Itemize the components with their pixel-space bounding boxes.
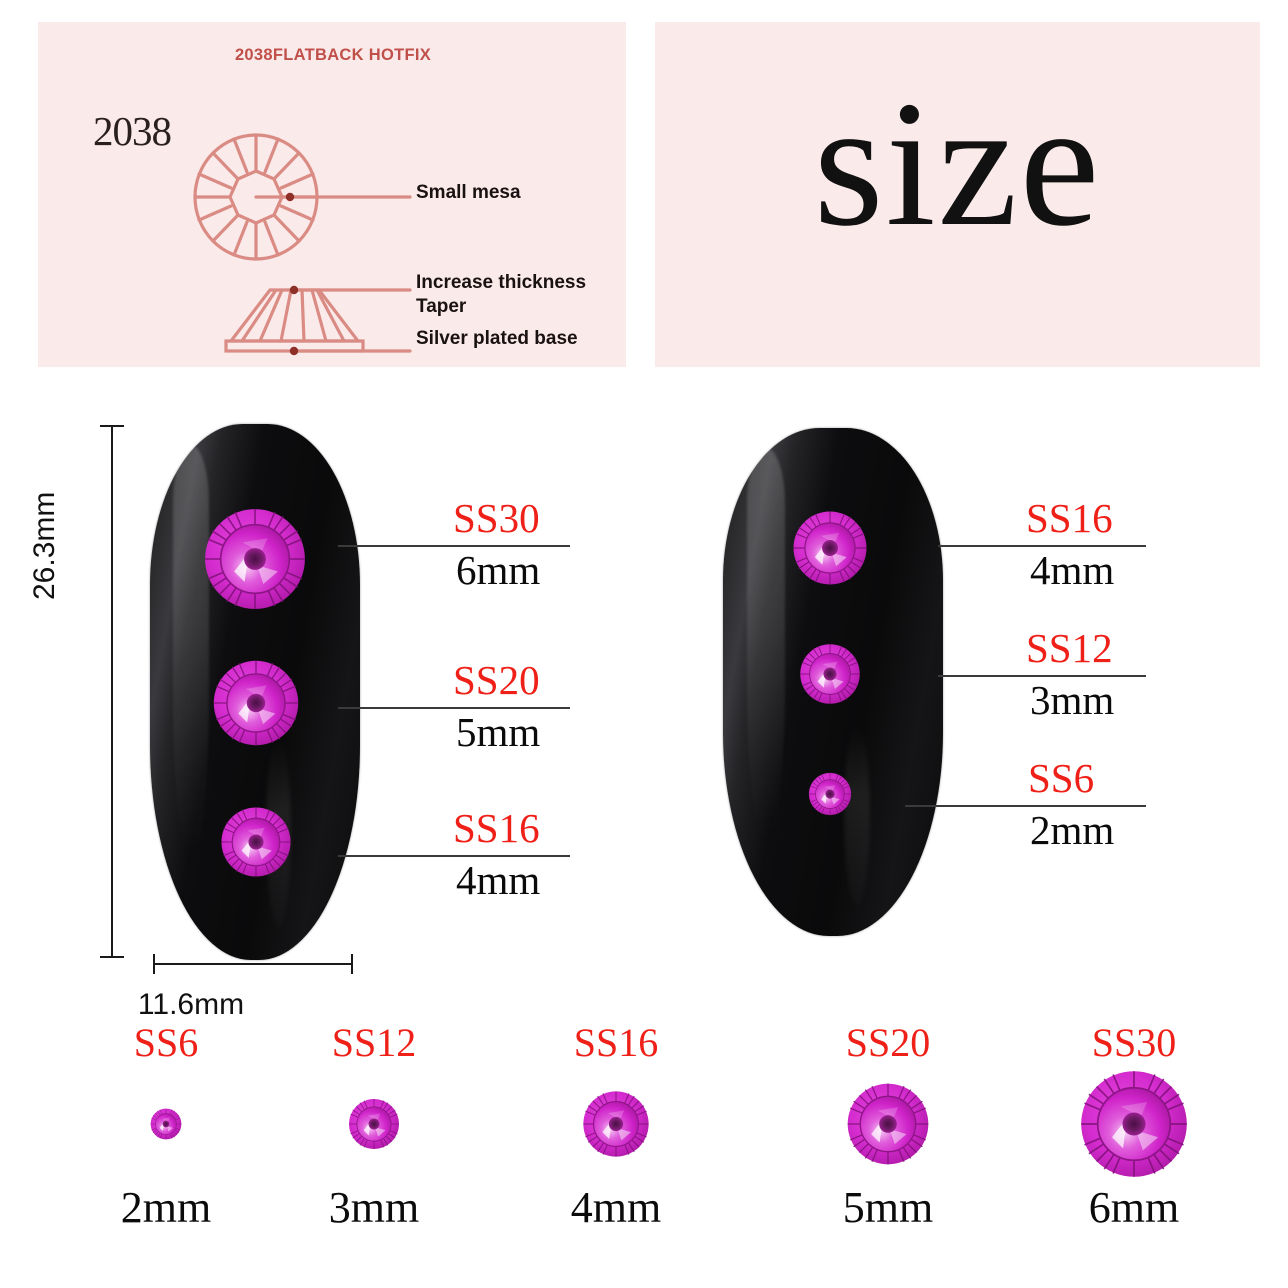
leader-line [938, 675, 1146, 677]
leader-ss-label: SS16 [1026, 495, 1113, 541]
leader-mm-label: 5mm [456, 709, 541, 755]
callout-small-mesa: Small mesa [416, 182, 521, 203]
gem-ss12 [348, 1098, 400, 1150]
leader-ss12-right: SS12 3mm [938, 628, 1148, 724]
leader-mm-label: 4mm [456, 857, 541, 903]
leader-mm-label: 2mm [1030, 807, 1115, 853]
leader-ss-label: SS6 [1028, 755, 1095, 801]
leader-line [338, 855, 570, 857]
width-dimension-cap-right [351, 954, 353, 974]
gem-ss6-on-nail-right [808, 772, 852, 816]
nail-gloss-secondary [844, 722, 871, 906]
gem-ss16 [582, 1090, 650, 1158]
swatch-ss-label: SS12 [331, 1020, 417, 1065]
size-heading-text: size [813, 64, 1102, 263]
width-dimension-cap-left [153, 954, 155, 974]
swatch-gem-box [1028, 1064, 1240, 1184]
nail-swatch-right [723, 428, 943, 936]
width-dimension-label: 11.6mm [137, 988, 245, 1021]
height-dimension-cap-top [100, 425, 124, 427]
gem-ss30-on-nail [204, 508, 306, 610]
swatch-gem-box [510, 1064, 722, 1184]
swatch-mm-label: 4mm [570, 1183, 662, 1232]
leader-mm-label: 6mm [456, 547, 541, 593]
leader-ss20: SS20 5mm [338, 660, 574, 756]
base-anchor-dot [289, 346, 299, 356]
gem-ss12-on-nail-right [799, 643, 861, 705]
height-dimension-line [111, 425, 113, 958]
swatch-ss-label: SS16 [573, 1020, 659, 1065]
nail-gloss-highlight [747, 448, 785, 845]
flatback-diagram-panel: 2038FLATBACK HOTFIX 2038 [38, 22, 626, 367]
gem-ss16-on-nail [220, 806, 292, 878]
callout-increase-thickness: Increase thickness [416, 272, 587, 293]
gem-ss6 [150, 1108, 182, 1140]
size-heading-panel: size [655, 22, 1260, 367]
callout-silver-plated-base: Silver plated base [416, 328, 578, 349]
leader-ss-label: SS12 [1026, 625, 1113, 671]
swatch-ss-label: SS30 [1091, 1020, 1177, 1065]
swatch-mm-label: 3mm [328, 1183, 420, 1232]
height-dimension-label: 26.3mm [28, 491, 61, 600]
leader-ss6-right: SS6 2mm [905, 758, 1148, 854]
mesa-anchor-dot [285, 192, 295, 202]
callout-taper: Taper [416, 296, 467, 317]
leader-ss16-left: SS16 4mm [338, 808, 574, 904]
swatch-ss-label: SS20 [845, 1020, 931, 1065]
gem-ss20-on-nail [213, 660, 299, 746]
swatch-mm-label: 6mm [1088, 1183, 1180, 1232]
swatch-ss12: SS12 3mm [268, 1022, 480, 1232]
swatch-ss6: SS6 2mm [60, 1022, 272, 1232]
leader-ss-label: SS20 [453, 657, 540, 703]
leader-mm-label: 3mm [1030, 677, 1115, 723]
swatch-gem-box [60, 1064, 272, 1184]
width-dimension-line [153, 963, 353, 965]
leader-ss-label: SS30 [453, 495, 540, 541]
swatch-ss16: SS16 4mm [510, 1022, 722, 1232]
gem-ss30 [1080, 1070, 1188, 1178]
swatch-mm-label: 5mm [842, 1183, 934, 1232]
leader-line [338, 707, 570, 709]
leader-line [338, 545, 570, 547]
leader-mm-label: 4mm [1030, 547, 1115, 593]
nail-swatch-left [150, 424, 360, 960]
thickness-anchor-dot [289, 285, 299, 295]
diagram-title: 2038FLATBACK HOTFIX [234, 46, 432, 64]
flatback-structure-diagram [193, 133, 412, 356]
gem-ss20 [847, 1083, 929, 1165]
leader-line [938, 545, 1146, 547]
leader-ss30: SS30 6mm [338, 498, 574, 594]
gem-ss16-on-nail-right [792, 510, 868, 586]
nail-gloss-highlight [173, 445, 209, 864]
leader-line [905, 805, 1146, 807]
swatch-ss-label: SS6 [133, 1020, 199, 1065]
swatch-mm-label: 2mm [120, 1183, 212, 1232]
model-number-label: 2038 [93, 108, 172, 154]
height-dimension-cap-bottom [100, 956, 124, 958]
swatch-ss20: SS20 5mm [782, 1022, 994, 1232]
swatch-gem-box [782, 1064, 994, 1184]
swatch-gem-box [268, 1064, 480, 1184]
leader-ss16-right: SS16 4mm [938, 498, 1148, 594]
swatch-ss30: SS30 6mm [1028, 1022, 1240, 1232]
leader-ss-label: SS16 [453, 805, 540, 851]
size-swatch-row: SS6 2mm SS12 3mm SS16 4mm SS20 5mm SS30 … [60, 1022, 1250, 1284]
